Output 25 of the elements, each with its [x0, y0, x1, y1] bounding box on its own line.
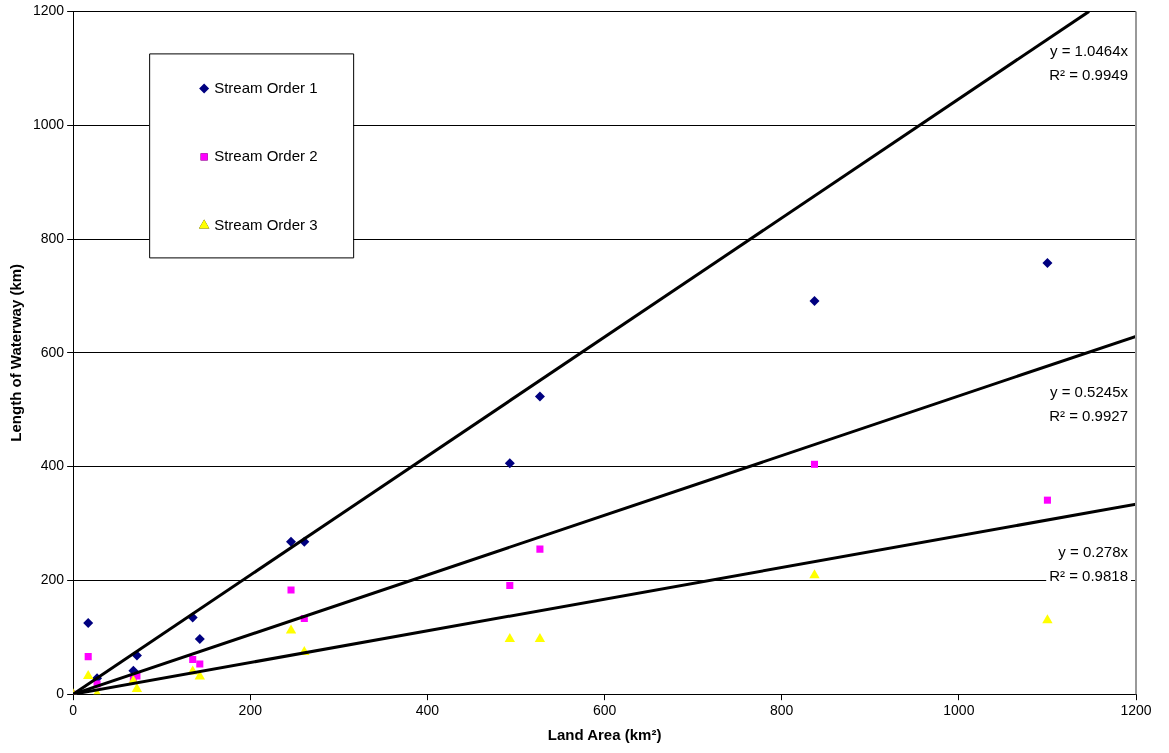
legend-label: Stream Order 1	[214, 78, 318, 96]
x-tick-label: 1200	[1120, 702, 1152, 719]
x-tick-label: 1000	[943, 702, 975, 719]
y-tick-label: 200	[40, 571, 65, 588]
y-tick-label: 1200	[32, 2, 65, 19]
x-tick-label: 200	[238, 702, 263, 719]
annotation: y = 1.0464x	[1050, 42, 1129, 60]
annotation: y = 0.278x	[1058, 542, 1129, 560]
x-tick-label: 800	[770, 702, 794, 719]
y-tick-label: 1000	[32, 116, 65, 133]
x-axis-title: Land Area (km²)	[547, 726, 662, 744]
y-tick-label: 600	[40, 343, 65, 360]
y-tick-label: 0	[56, 685, 65, 702]
legend-label: Stream Order 2	[214, 147, 318, 165]
annotation: R² = 0.9927	[1049, 406, 1128, 424]
y-axis-title: Length of Waterway (km)	[7, 263, 25, 442]
annotation: R² = 0.9949	[1049, 66, 1128, 84]
annotation: R² = 0.9818	[1049, 566, 1128, 584]
x-tick-label: 0	[69, 702, 78, 719]
x-tick-label: 600	[592, 702, 617, 719]
x-tick-label: 400	[415, 702, 440, 719]
annotation: y = 0.5245x	[1050, 382, 1129, 400]
y-tick-label: 400	[40, 457, 65, 474]
legend-label: Stream Order 3	[214, 215, 318, 233]
y-tick-label: 800	[40, 229, 65, 246]
